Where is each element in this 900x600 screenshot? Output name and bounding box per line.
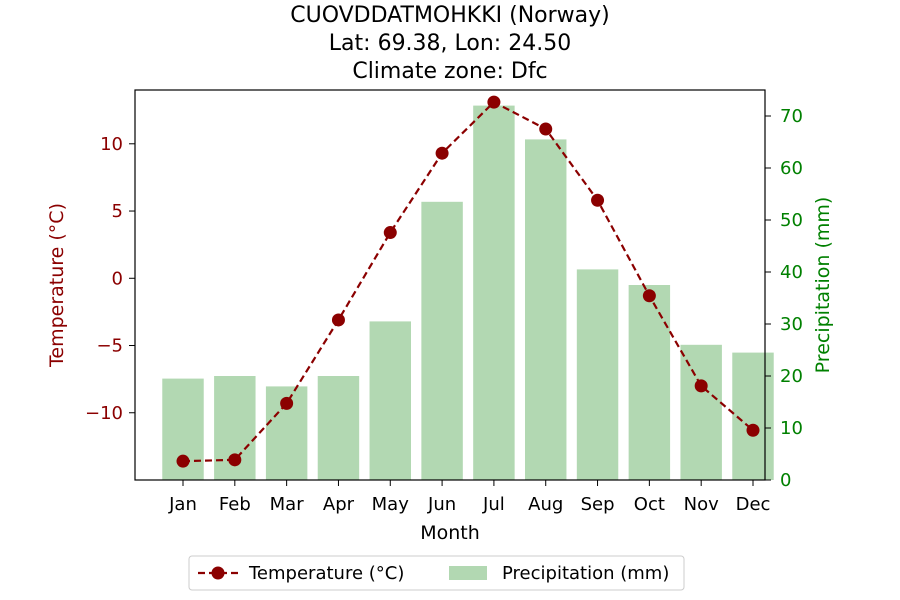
left-tick-label: 10 <box>100 134 123 155</box>
x-tick-label-oct: Oct <box>634 494 665 515</box>
right-tick-label: 50 <box>780 210 803 231</box>
legend-precipitation-label: Precipitation (mm) <box>502 563 669 584</box>
x-tick-label-jan: Jan <box>168 494 197 515</box>
left-axis-label: Temperature (°C) <box>46 203 68 368</box>
legend-temperature-label: Temperature (°C) <box>248 563 404 584</box>
precipitation-bar-oct <box>628 285 671 480</box>
temperature-point-nov <box>694 379 708 393</box>
x-tick-label-apr: Apr <box>323 494 355 515</box>
left-axis-ticks: −10 −5 0 5 10 <box>85 134 135 424</box>
temperature-point-may <box>383 226 397 240</box>
right-tick-label: 70 <box>780 106 803 127</box>
temperature-point-dec <box>746 423 760 437</box>
left-tick-label: 5 <box>112 201 123 222</box>
x-tick-label-may: May <box>372 494 410 515</box>
precipitation-bar-jun <box>421 201 463 481</box>
temperature-point-aug <box>539 122 553 136</box>
x-axis-label: Month <box>420 522 480 544</box>
x-tick-label-nov: Nov <box>684 494 719 515</box>
temperature-point-feb <box>228 453 242 467</box>
legend-precipitation-swatch <box>449 566 487 580</box>
right-tick-label: 10 <box>780 418 803 439</box>
x-tick-label-aug: Aug <box>528 494 563 515</box>
x-tick-label-mar: Mar <box>270 494 305 515</box>
precipitation-bars <box>162 105 774 481</box>
temperature-line <box>182 100 754 463</box>
temperature-point-oct <box>642 289 656 303</box>
legend-box <box>188 555 685 591</box>
right-tick-label: 30 <box>780 314 803 335</box>
precipitation-bar-sep <box>576 269 619 480</box>
precipitation-bar-nov <box>680 344 722 480</box>
right-tick-label: 20 <box>780 366 803 387</box>
right-axis-ticks: 0 10 20 30 40 50 60 70 <box>765 106 803 491</box>
right-tick-label: 0 <box>780 470 791 491</box>
precipitation-bar-may <box>369 321 411 480</box>
x-tick-label-dec: Dec <box>736 494 771 515</box>
chart-title-line-1: CUOVDDATMOHKKI (Norway) <box>290 3 610 28</box>
precipitation-bar-dec <box>732 352 774 480</box>
temperature-point-jan <box>176 454 190 468</box>
temperature-line-layer <box>176 95 760 468</box>
x-tick-label-jun: Jun <box>427 494 456 515</box>
temperature-point-sep <box>591 193 605 207</box>
temperature-point-mar <box>280 396 294 410</box>
legend-temperature-marker <box>211 566 225 580</box>
right-tick-label: 40 <box>780 262 803 283</box>
temperature-point-jul <box>487 95 501 109</box>
temperature-point-jun <box>435 146 449 160</box>
precipitation-bar-aug <box>525 139 567 480</box>
precipitation-bar-apr <box>317 376 360 480</box>
left-tick-label: −5 <box>96 336 123 357</box>
x-tick-label-jul: Jul <box>482 494 505 515</box>
left-tick-label: 0 <box>112 268 123 289</box>
legend: Temperature (°C) Precipitation (mm) <box>188 555 685 591</box>
x-axis-ticks: Jan Feb Mar Apr May Jun Jul Aug Sep Oct Nov Dec <box>168 480 770 515</box>
right-tick-label: 60 <box>780 158 803 179</box>
temperature-point-apr <box>331 313 345 327</box>
plot-frame <box>134 89 766 481</box>
chart-title-line-3: Climate zone: Dfc <box>352 59 547 84</box>
right-axis-label: Precipitation (mm) <box>812 197 834 374</box>
left-tick-label: −10 <box>85 403 123 424</box>
x-tick-label-sep: Sep <box>581 494 615 515</box>
x-tick-label-feb: Feb <box>219 494 251 515</box>
precipitation-bar-jul <box>473 105 515 480</box>
chart-title-line-2: Lat: 69.38, Lon: 24.50 <box>329 31 571 56</box>
